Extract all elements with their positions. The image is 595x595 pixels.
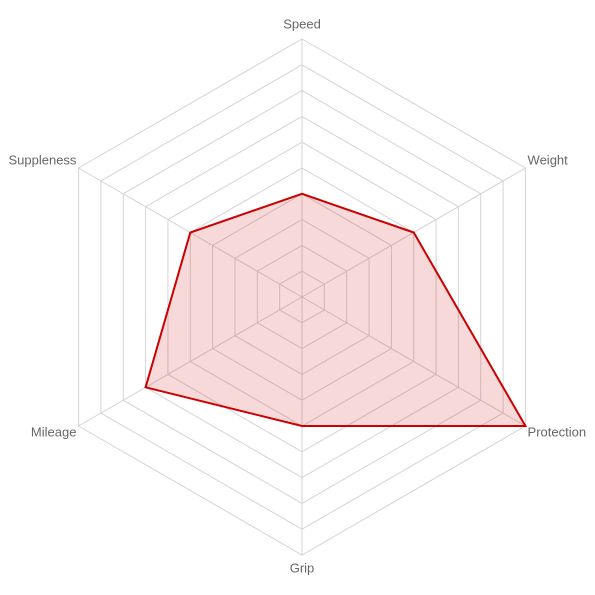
axis-label: Speed [283, 16, 321, 31]
spoke [301, 296, 526, 427]
axis-label: Suppleness [8, 152, 76, 167]
axis-label: Mileage [31, 424, 77, 439]
axis-label: Weight [528, 152, 569, 167]
axis-label: Protection [528, 424, 587, 439]
radar-area [144, 192, 528, 427]
spoke [78, 296, 303, 427]
axis-label: Grip [290, 560, 315, 575]
